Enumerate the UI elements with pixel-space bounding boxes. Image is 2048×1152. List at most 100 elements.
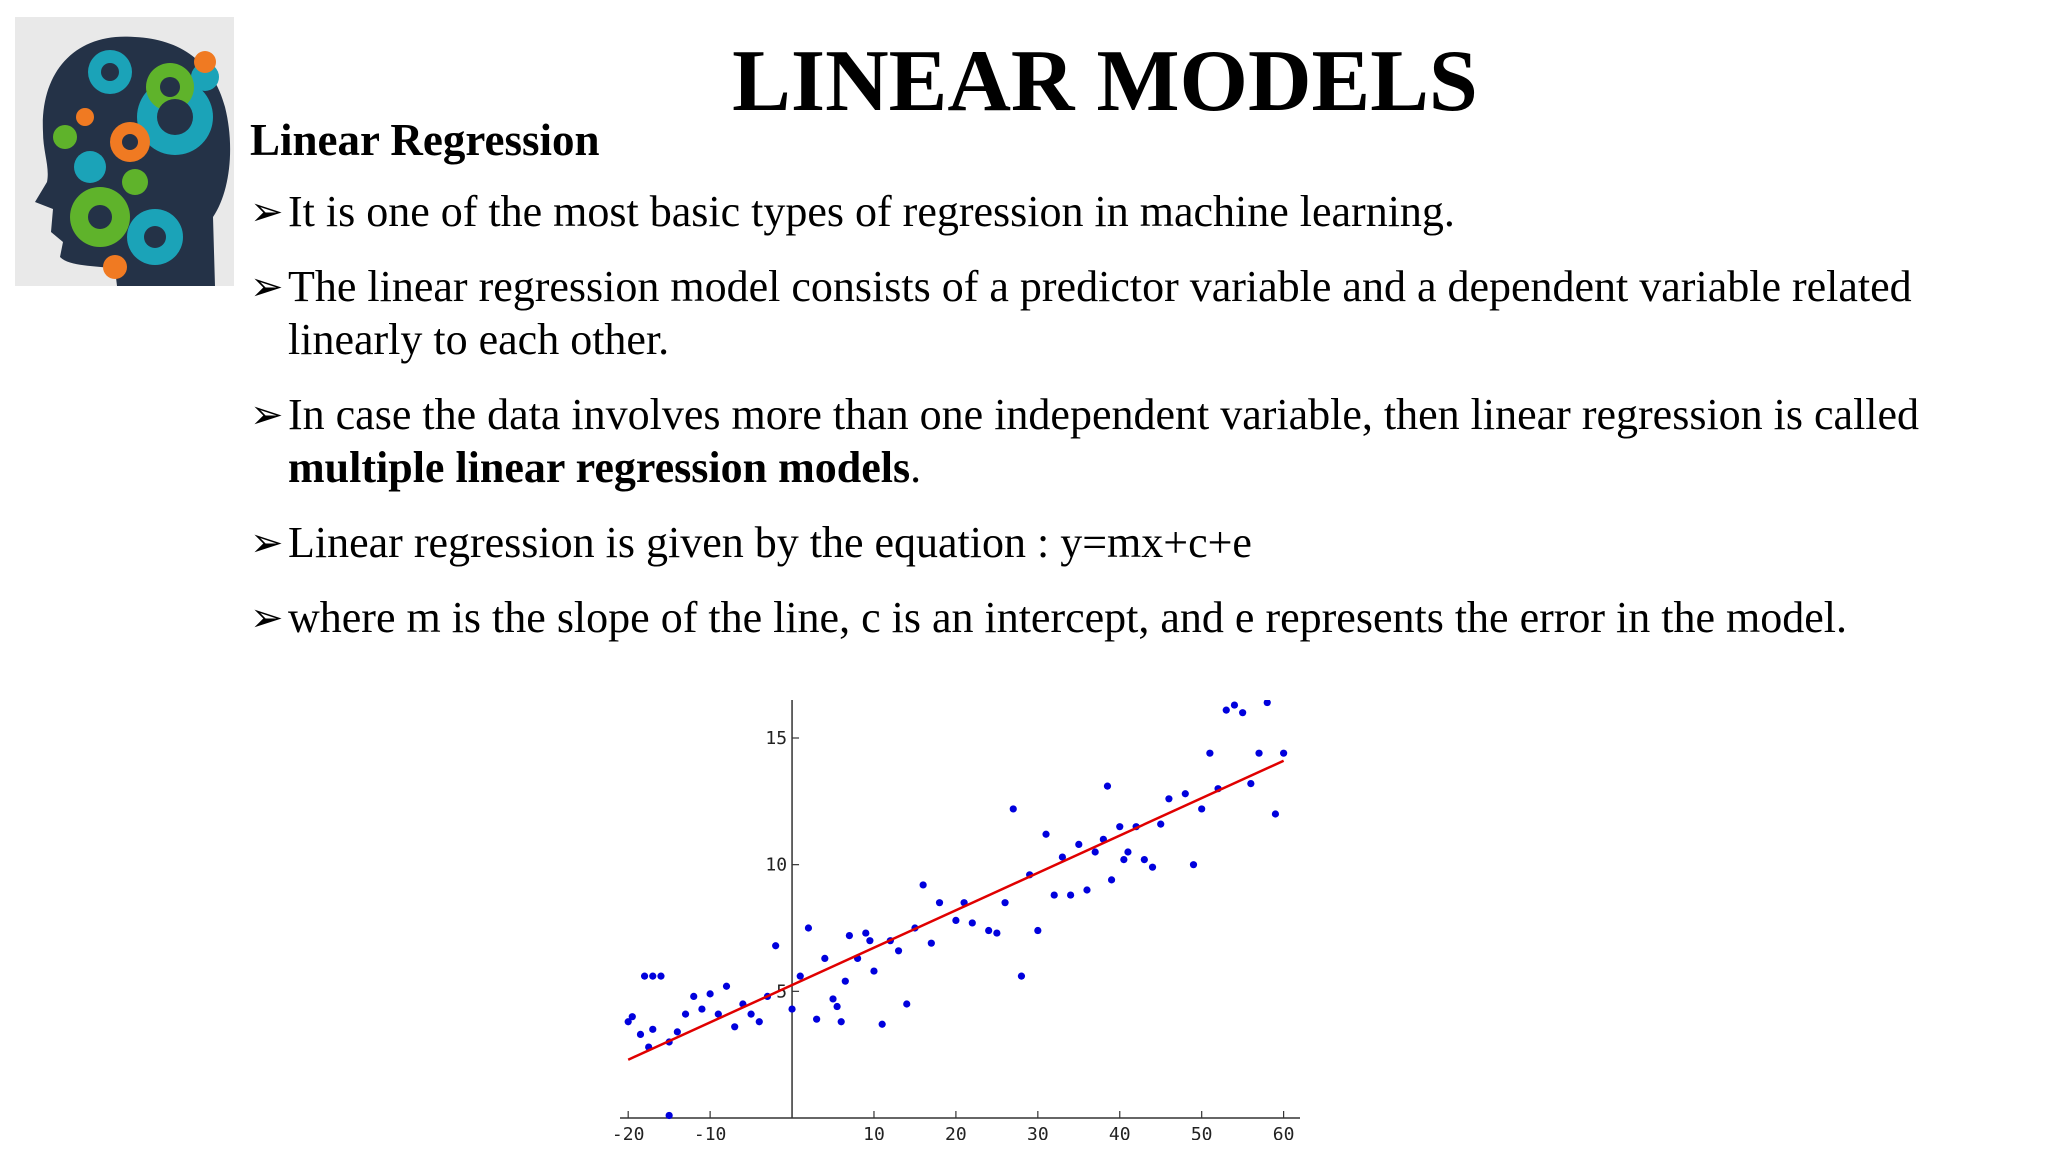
data-point <box>1247 780 1255 788</box>
head-gears-icon <box>15 17 234 286</box>
x-tick-label: 10 <box>863 1124 885 1140</box>
x-tick-label: 20 <box>945 1124 967 1140</box>
data-point <box>1116 823 1124 831</box>
bullet-item: ➢ In case the data involves more than on… <box>250 388 1980 494</box>
data-point <box>870 967 878 975</box>
data-point <box>919 881 927 889</box>
x-tick-label: 30 <box>1027 1124 1049 1140</box>
data-point <box>747 1010 755 1018</box>
data-point <box>657 972 665 980</box>
data-point <box>985 926 993 935</box>
data-point <box>1107 876 1116 884</box>
x-tick-label: 50 <box>1191 1124 1213 1140</box>
data-point <box>649 972 657 980</box>
data-point <box>952 916 960 924</box>
data-point <box>1120 856 1128 864</box>
bullet-arrow-icon: ➢ <box>250 595 284 640</box>
bullet-text: It is one of the most basic types of reg… <box>288 187 1455 236</box>
bullet-arrow-icon: ➢ <box>250 520 284 565</box>
data-point <box>1181 790 1189 798</box>
bullet-item: ➢ Linear regression is given by the equa… <box>250 516 1980 569</box>
data-point <box>927 939 935 947</box>
data-point <box>1091 848 1099 856</box>
data-point <box>636 1030 645 1038</box>
data-point <box>841 977 849 985</box>
data-point <box>878 1020 886 1028</box>
scatter-plot: -20 -10 10 20 30 40 50 60 5 10 15 <box>612 700 1300 1140</box>
data-point <box>1263 700 1271 707</box>
data-point <box>935 899 944 907</box>
data-point <box>862 929 870 937</box>
data-point <box>1198 805 1206 813</box>
bullet-item: ➢ It is one of the most basic types of r… <box>250 185 1980 238</box>
data-point <box>968 919 976 927</box>
data-point <box>845 932 853 940</box>
data-point <box>804 924 813 932</box>
data-point <box>903 1000 911 1008</box>
data-point <box>1034 926 1042 935</box>
data-point <box>640 972 649 980</box>
data-point <box>1075 840 1083 848</box>
data-point <box>1271 810 1280 818</box>
bullet-text-post: . <box>910 443 922 492</box>
bullet-arrow-icon: ➢ <box>250 189 284 234</box>
data-point <box>665 1111 673 1120</box>
data-point <box>1124 848 1132 856</box>
data-point <box>1206 749 1214 757</box>
data-point <box>1042 830 1050 838</box>
data-point <box>1067 891 1075 899</box>
data-point <box>1165 795 1173 803</box>
y-tick-label: 10 <box>765 855 787 876</box>
data-point <box>1222 706 1230 714</box>
bullet-text-bold: multiple linear regression models <box>288 443 911 492</box>
data-point <box>755 1018 763 1026</box>
data-point <box>698 1005 706 1013</box>
data-point <box>714 1010 722 1018</box>
data-point <box>829 995 837 1003</box>
data-point <box>788 1005 796 1013</box>
x-tick-label: 40 <box>1109 1124 1131 1140</box>
x-tick-label: 60 <box>1273 1124 1295 1140</box>
data-point <box>1083 886 1091 894</box>
bullet-arrow-icon: ➢ <box>250 392 284 437</box>
data-point <box>1103 782 1112 790</box>
data-point <box>1157 820 1165 828</box>
data-point <box>1009 805 1017 813</box>
data-point <box>1017 972 1026 980</box>
data-point <box>1239 709 1247 717</box>
data-point <box>731 1023 739 1031</box>
bullet-item: ➢ where m is the slope of the line, c is… <box>250 591 1980 644</box>
data-point <box>837 1018 845 1026</box>
data-point <box>722 982 731 990</box>
data-point <box>821 954 829 962</box>
data-point <box>681 1010 690 1018</box>
slide-subtitle: Linear Regression <box>250 115 600 165</box>
slide-title: LINEAR MODELS <box>732 33 1478 130</box>
data-point <box>624 1018 632 1026</box>
data-point <box>1280 749 1288 757</box>
data-point <box>772 942 780 950</box>
data-point <box>1001 899 1009 907</box>
bullet-text-pre: In case the data involves more than one … <box>288 390 1920 439</box>
data-point <box>673 1028 681 1036</box>
data-point <box>1255 749 1263 757</box>
data-point <box>796 972 804 980</box>
data-point <box>993 929 1001 937</box>
data-point <box>866 937 874 945</box>
bullet-text: The linear regression model consists of … <box>288 262 1912 364</box>
data-point <box>1050 891 1058 899</box>
data-point <box>649 1025 657 1033</box>
data-point <box>1189 861 1198 869</box>
y-tick-label: 15 <box>765 728 787 749</box>
bullet-text: where m is the slope of the line, c is a… <box>288 593 1848 642</box>
bullet-list: ➢ It is one of the most basic types of r… <box>250 185 1980 666</box>
data-point <box>1148 863 1157 871</box>
data-point <box>690 992 698 1000</box>
x-tick-label: -20 <box>612 1124 645 1140</box>
data-point <box>1058 853 1067 861</box>
data-point <box>628 1013 636 1021</box>
data-point <box>813 1015 821 1023</box>
bullet-arrow-icon: ➢ <box>250 264 284 309</box>
bullet-text: Linear regression is given by the equati… <box>288 518 1252 567</box>
data-point <box>894 947 903 955</box>
